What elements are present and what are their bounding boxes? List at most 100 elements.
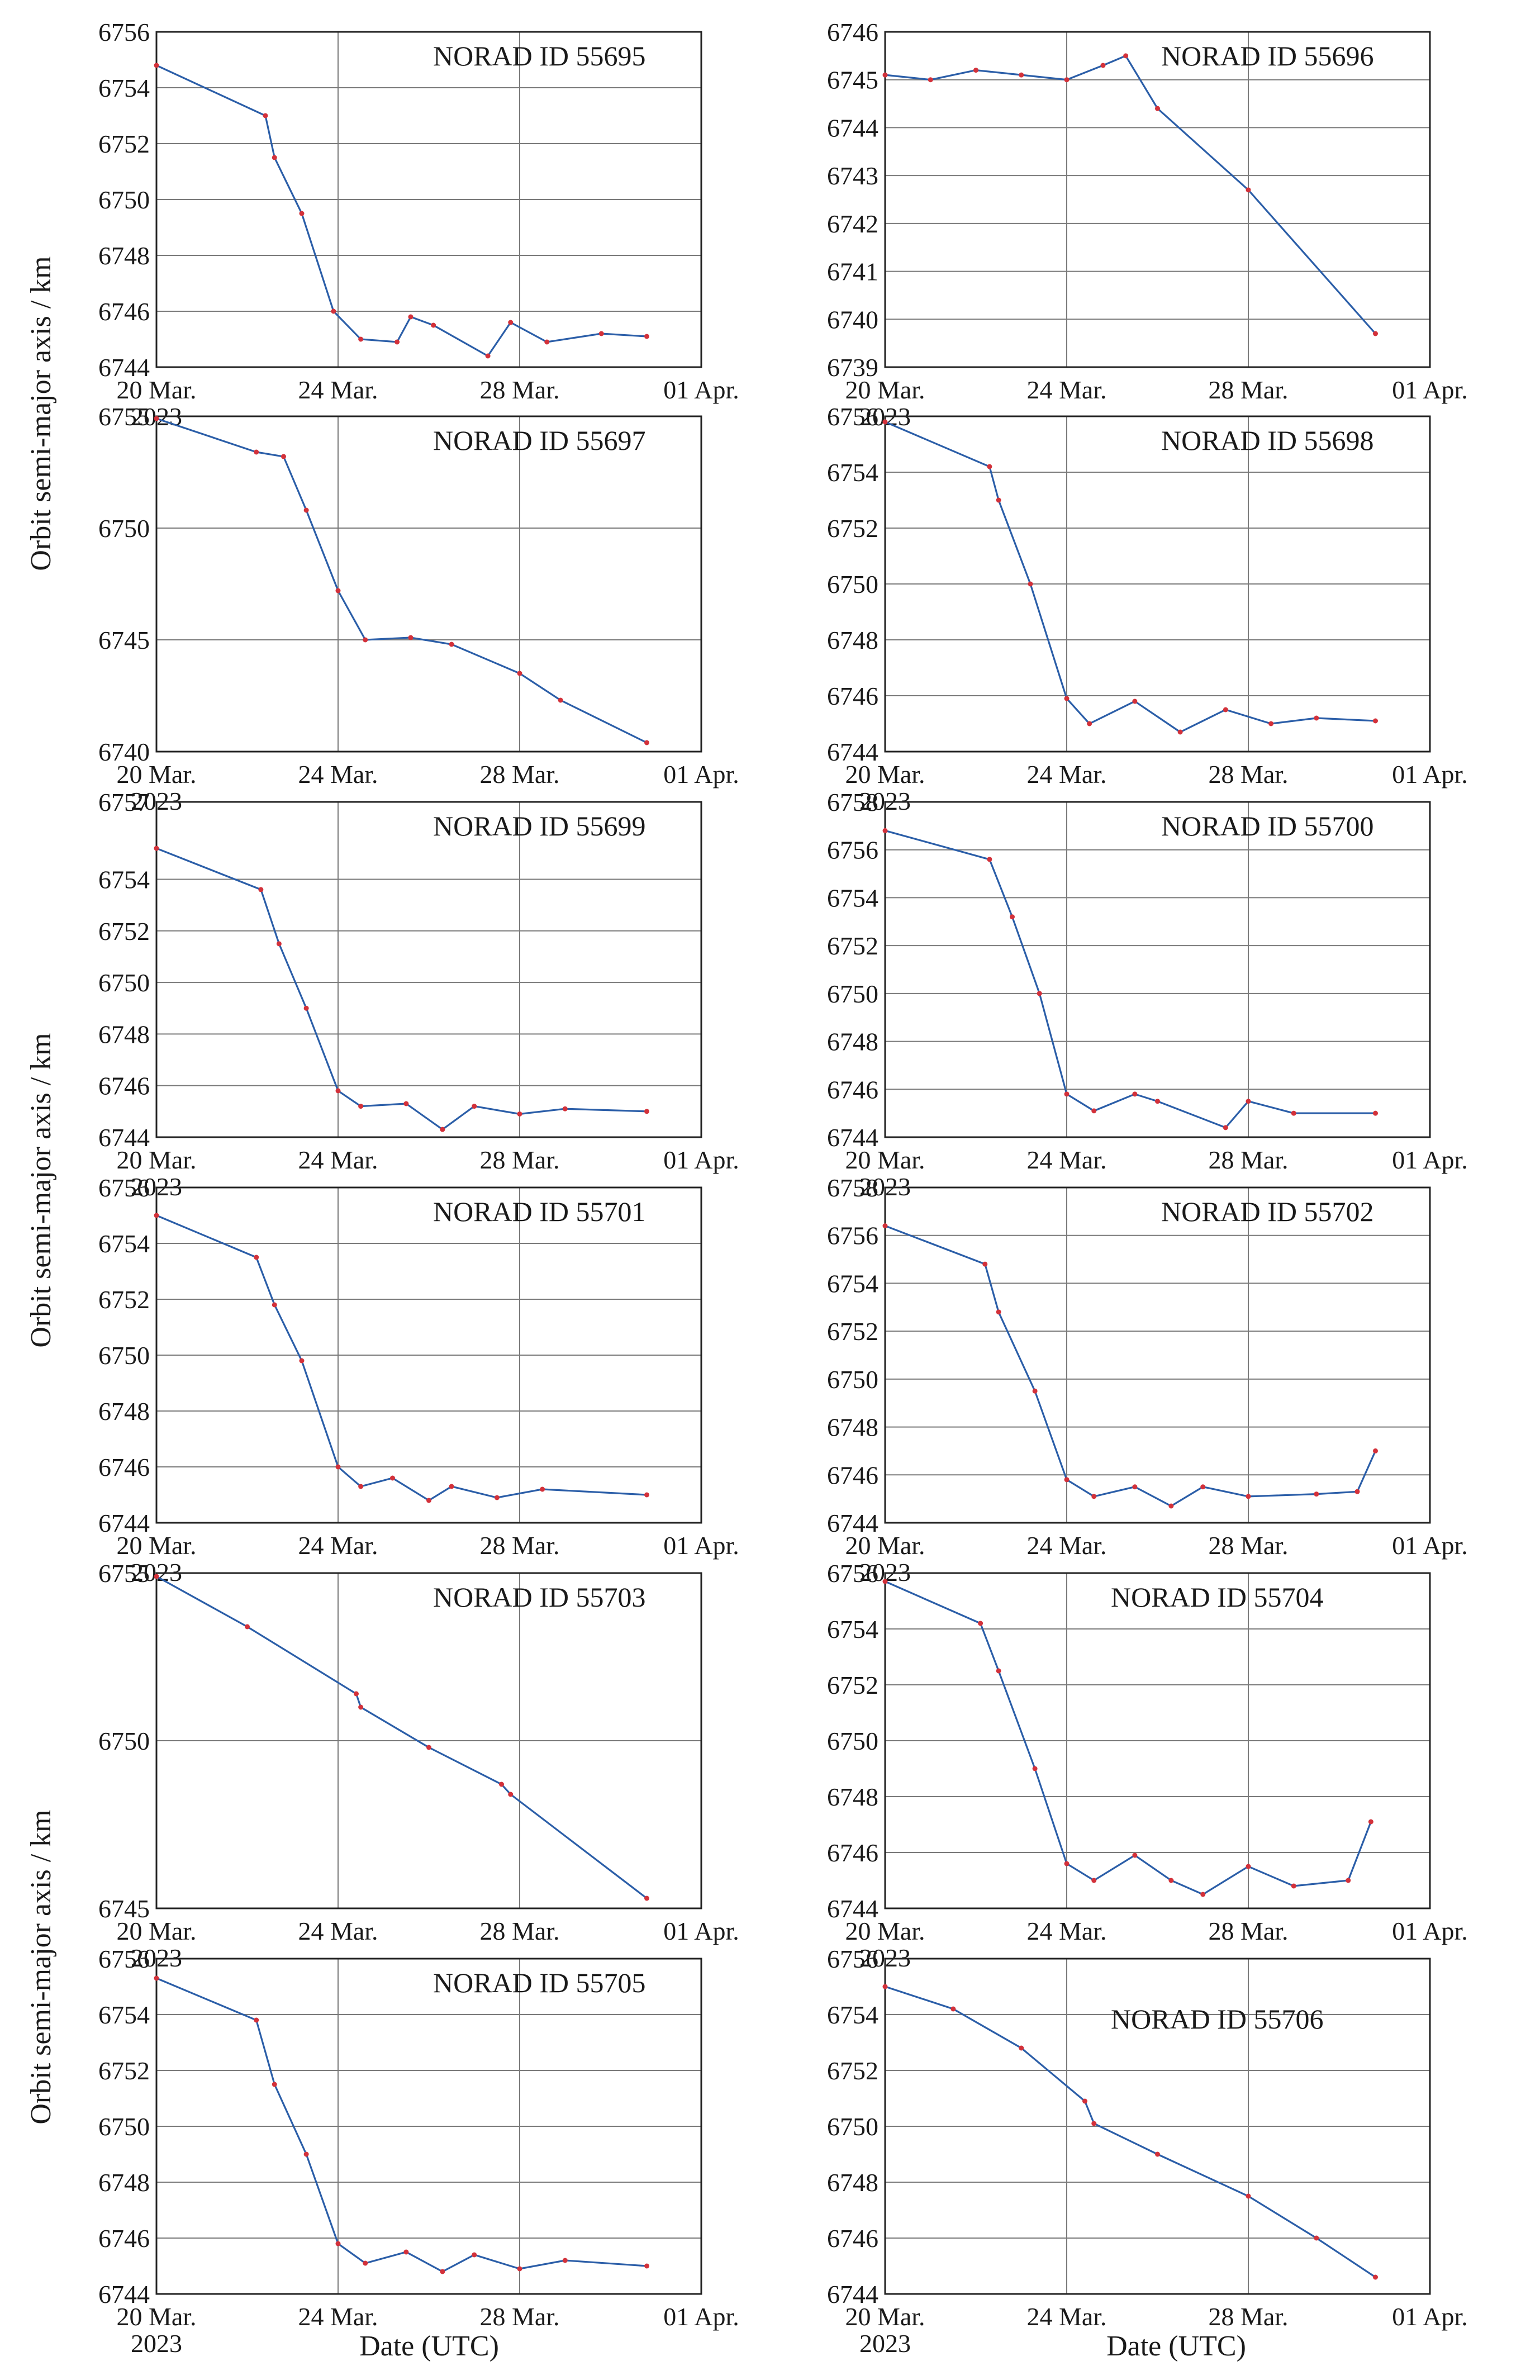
data-point	[281, 454, 286, 459]
chart-title: NORAD ID 55695	[433, 40, 646, 72]
data-point	[644, 1492, 649, 1498]
x-tick-label: 24 Mar.	[298, 1531, 378, 1560]
series-line	[885, 1225, 1376, 1507]
y-tick-label: 6740	[827, 305, 878, 334]
y-tick-label: 6746	[827, 1839, 878, 1867]
y-tick-label: 6748	[827, 1783, 878, 1811]
data-point	[472, 1104, 477, 1109]
chart-title: NORAD ID 55704	[1111, 1581, 1324, 1613]
data-point	[331, 308, 336, 314]
y-tick-label: 6740	[98, 738, 150, 766]
data-point	[517, 2266, 522, 2272]
data-point	[1246, 187, 1251, 193]
y-tick-label: 6744	[827, 1123, 878, 1152]
y-tick-label: 6746	[827, 682, 878, 710]
y-tick-label: 6748	[98, 241, 150, 270]
x-tick-label: 28 Mar.	[479, 1531, 559, 1560]
y-tick-label: 6745	[98, 626, 150, 654]
y-tick-label: 6748	[827, 1028, 878, 1056]
y-tick-label: 6758	[827, 1174, 878, 1202]
data-point	[335, 2241, 341, 2246]
chart-panel: 6740 6745 6750 6755 20 Mar. 24 Mar. 28 Mar. 01 …	[98, 402, 739, 815]
data-point	[472, 2252, 477, 2258]
y-tick-label: 6754	[827, 883, 878, 912]
data-point	[303, 1005, 309, 1011]
x-tick-label: 28 Mar.	[479, 2302, 559, 2331]
plot-frame	[155, 1186, 702, 1524]
data-point	[882, 419, 888, 425]
data-point	[1064, 1477, 1070, 1483]
data-point	[1091, 1108, 1097, 1114]
data-point	[973, 68, 978, 73]
data-point	[303, 507, 309, 513]
y-axis-label-middle: Orbit semi-major axis / km	[25, 1033, 57, 1347]
y-tick-label: 6750	[98, 514, 150, 543]
plot-frame	[884, 31, 1431, 368]
x-tick-label: 20 Mar.	[845, 2302, 925, 2331]
data-point	[1132, 699, 1138, 704]
y-tick-label: 6745	[98, 1894, 150, 1923]
data-point	[440, 2269, 445, 2274]
x-tick-label: 24 Mar.	[298, 760, 378, 788]
data-point	[1010, 914, 1015, 920]
series-line	[156, 64, 647, 358]
x-tick-label: 28 Mar.	[1208, 1146, 1288, 1174]
x-tick-label: 01 Apr.	[1392, 2302, 1467, 2331]
series-line	[156, 1977, 647, 2273]
x-tick-label: 01 Apr.	[663, 1917, 739, 1945]
y-tick-label: 6744	[98, 1509, 150, 1537]
data-point	[1246, 1099, 1251, 1104]
y-tick-label: 6752	[827, 2056, 878, 2085]
y-tick-label: 6750	[827, 1727, 878, 1755]
x-tick-label: 20 Mar.	[116, 2302, 196, 2331]
x-tick-label: 28 Mar.	[1208, 1531, 1288, 1560]
y-tick-label: 6743	[827, 161, 878, 190]
chart-title: NORAD ID 55701	[433, 1196, 646, 1227]
y-tick-label: 6752	[98, 917, 150, 946]
data-point	[882, 1223, 888, 1229]
data-point	[996, 1309, 1001, 1315]
data-point	[154, 1213, 159, 1218]
data-point	[1346, 1878, 1351, 1883]
chart-panel: 6744 6746 6748 6750 6752 6754 6757 20 Mar. 24 Ma…	[98, 788, 739, 1201]
data-point	[996, 1668, 1001, 1674]
x-tick-label: 01 Apr.	[1392, 1917, 1467, 1945]
y-tick-label: 6756	[98, 18, 150, 46]
data-point	[363, 2260, 368, 2266]
data-point	[540, 1486, 545, 1492]
data-point	[363, 637, 368, 643]
data-point	[449, 1484, 454, 1489]
x-tick-label: 28 Mar.	[479, 376, 559, 404]
data-point	[335, 1464, 341, 1470]
x-tick-label: 01 Apr.	[663, 1146, 739, 1174]
data-point	[258, 887, 264, 892]
chart-panel: 6744 6746 6748 6750 6752 6754 6756 20 Mar. 24 Ma…	[98, 1174, 739, 1586]
data-point	[335, 1088, 341, 1094]
y-tick-label: 6754	[98, 1229, 150, 1258]
data-point	[1291, 1110, 1296, 1116]
x-tick-label: 20 Mar.	[845, 1917, 925, 1945]
x-tick-label: 20 Mar.	[116, 760, 196, 788]
data-point	[544, 339, 550, 345]
data-point	[299, 211, 305, 216]
x-tick-label: 24 Mar.	[298, 2302, 378, 2331]
y-tick-label: 6748	[827, 626, 878, 654]
x-axis-label-right: Date (UTC)	[1106, 2330, 1246, 2362]
y-tick-label: 6741	[827, 258, 878, 286]
y-tick-label: 6755	[98, 402, 150, 431]
data-point	[982, 1261, 988, 1267]
y-tick-label: 6744	[827, 113, 878, 142]
data-point	[154, 416, 159, 421]
data-point	[485, 353, 491, 359]
x-tick-label: 01 Apr.	[663, 376, 739, 404]
data-point	[335, 588, 341, 593]
data-point	[494, 1495, 500, 1500]
y-tick-label: 6746	[827, 2224, 878, 2253]
data-point	[1223, 1125, 1228, 1130]
data-point	[978, 1621, 983, 1626]
data-point	[1373, 2274, 1378, 2280]
chart-title: NORAD ID 55697	[433, 425, 646, 456]
y-tick-label: 6744	[827, 1894, 878, 1923]
data-point	[154, 63, 159, 68]
data-point	[1155, 1099, 1160, 1104]
